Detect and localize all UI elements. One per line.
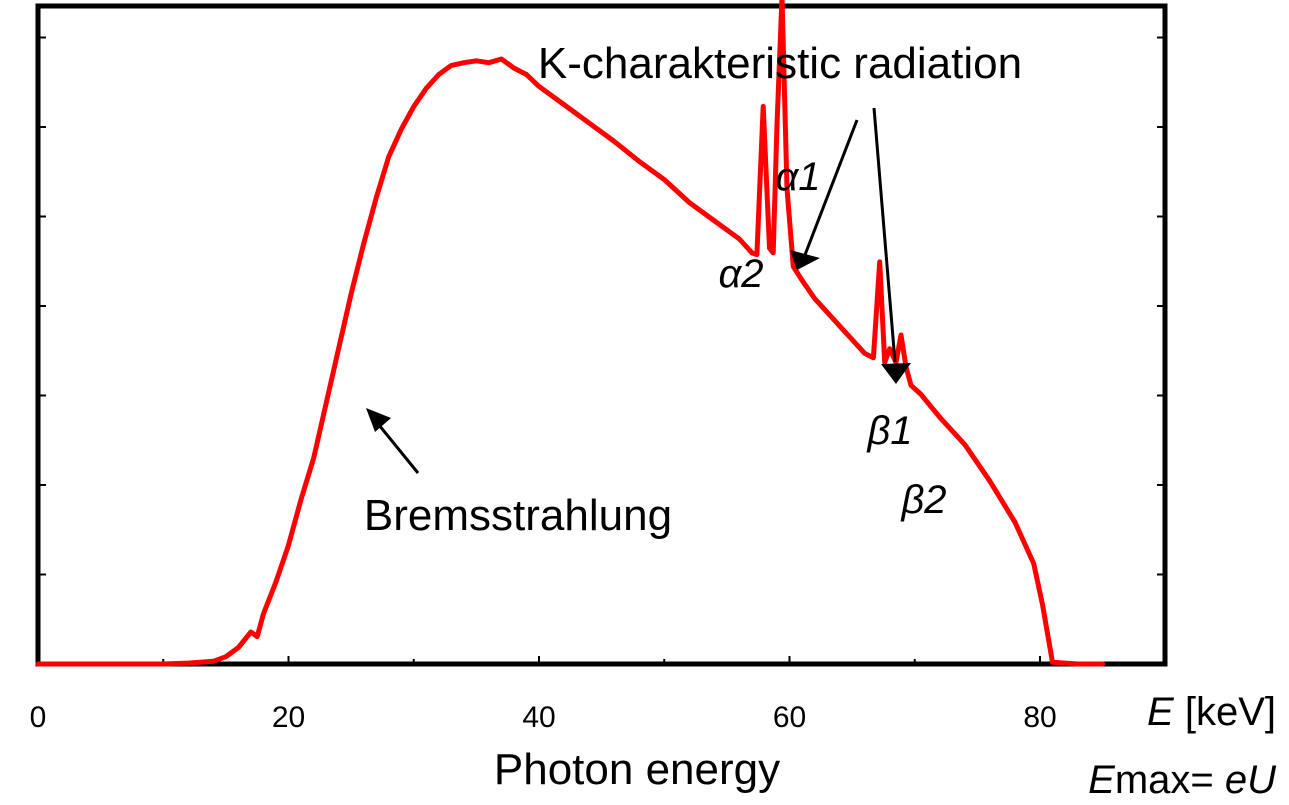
brems-arrow [377,424,420,474]
beta1-label: β1 [866,409,912,453]
x-tick-label: 60 [773,701,806,734]
plot-frame [35,3,1168,667]
beta2-label: β2 [900,478,946,522]
series-layer [35,0,1106,667]
k-arrow-alpha-head [790,250,820,270]
alpha2-label: α2 [718,252,763,296]
k-arrow-beta-head [881,363,911,384]
spectrum-line [35,0,1106,667]
k-radiation-label: K-charakteristic radiation [538,39,1022,88]
emax-expr: eU [1225,758,1277,802]
k-arrow-alpha [801,119,859,261]
x-axis-ticks [162,656,1041,664]
y-axis-ticks [38,36,1165,576]
x-axis-title: Photon energy [494,745,780,794]
bremsstrahlung-label: Bremsstrahlung [364,491,672,540]
x-axis-unit-rest: [keV] [1174,690,1276,734]
k-arrow-beta [872,107,897,363]
emax-var: E [1088,758,1116,802]
x-axis-tick-labels: 0 20 40 60 80 [30,701,1057,734]
x-axis-unit: E [keV] [1147,690,1276,734]
x-tick-label: 80 [1023,701,1056,734]
x-tick-label: 20 [272,701,305,734]
x-tick-label: 40 [522,701,555,734]
x-tick-label: 0 [30,701,47,734]
emax-formula: Emax= eU [1088,758,1277,802]
alpha1-label: α1 [775,155,820,199]
x-axis-unit-var: E [1147,690,1175,734]
brems-arrow-head [366,408,391,432]
emax-rest: max= [1115,758,1225,802]
